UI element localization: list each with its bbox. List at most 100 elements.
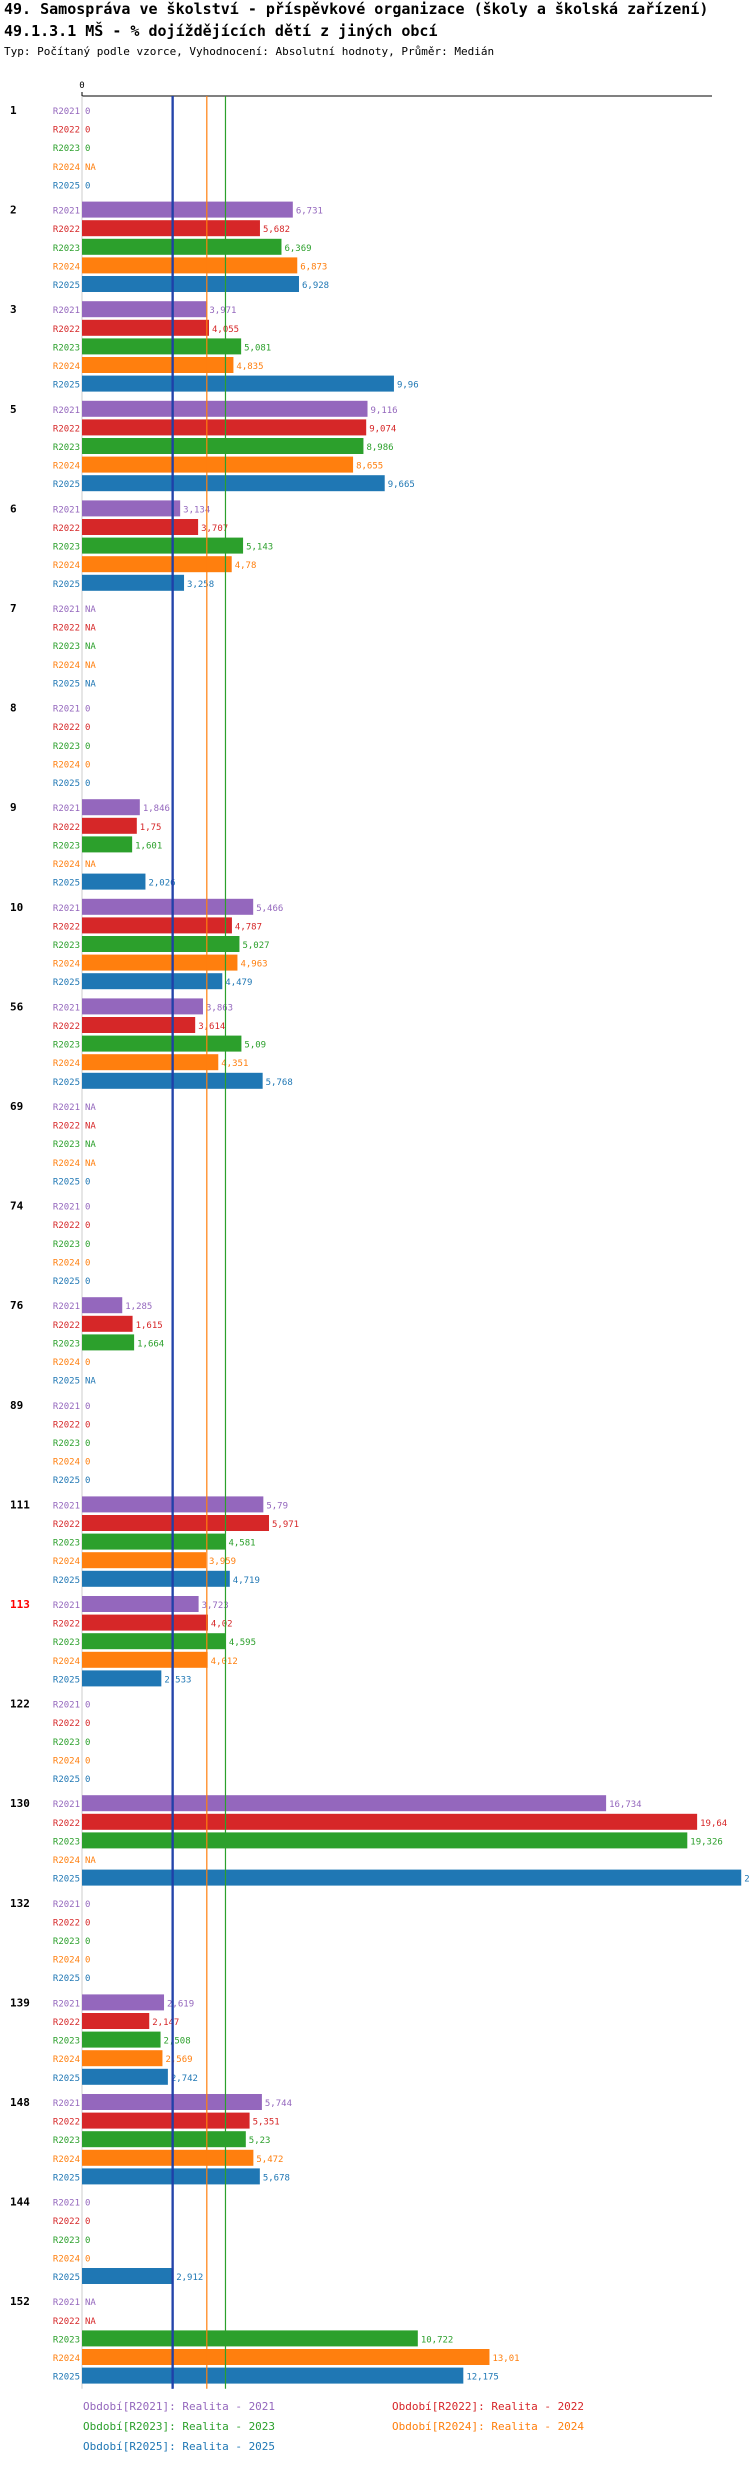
- value-label: NA: [85, 2317, 96, 2327]
- series-label: R2025: [53, 281, 80, 291]
- legend-period-R2025: Období[R2025]: Realita - 2025: [83, 2440, 276, 2453]
- value-label: 4,963: [240, 960, 267, 970]
- bar-3-R2021: [82, 301, 207, 318]
- group-label-10: 10: [10, 901, 23, 914]
- value-label: 3,863: [206, 1003, 233, 1013]
- value-label: NA: [85, 624, 96, 634]
- series-label: R2025: [53, 181, 80, 191]
- series-label: R2025: [53, 580, 80, 590]
- value-label: 6,369: [284, 244, 311, 254]
- series-label: R2024: [53, 860, 80, 870]
- series-label: R2021: [53, 207, 80, 217]
- value-label: 0: [85, 723, 90, 733]
- bar-139-R2022: [82, 2013, 150, 2029]
- value-label: 0: [85, 1458, 90, 1468]
- value-label: 6,731: [296, 207, 323, 217]
- bar-6-R2025: [82, 574, 185, 591]
- series-label: R2024: [53, 1856, 80, 1866]
- bar-9-R2023: [82, 836, 133, 853]
- value-label: 0: [85, 1221, 90, 1231]
- value-label: 3,959: [209, 1557, 236, 1567]
- series-label: R2024: [53, 661, 80, 671]
- bar-9-R2021: [82, 799, 140, 816]
- bar-139-R2025: [82, 2068, 168, 2085]
- group-label-3: 3: [10, 303, 17, 316]
- series-label: R2023: [53, 1738, 80, 1748]
- series-label: R2024: [53, 2055, 80, 2065]
- value-label: 0: [85, 1402, 90, 1412]
- bar-139-R2023: [82, 2031, 161, 2048]
- bar-152-R2025: [82, 2367, 464, 2384]
- series-label: R2022: [53, 225, 80, 235]
- value-label: 0: [85, 742, 90, 752]
- series-label: R2023: [53, 543, 80, 553]
- series-label: R2024: [53, 1358, 80, 1368]
- series-label: R2024: [53, 561, 80, 571]
- value-label: 5,678: [263, 2173, 290, 2183]
- value-label: 0: [85, 181, 90, 191]
- group-label-7: 7: [10, 602, 17, 615]
- value-label: 5,466: [256, 904, 283, 914]
- value-label: 21,048: [744, 1875, 750, 1885]
- series-label: R2023: [53, 1339, 80, 1349]
- series-label: R2022: [53, 1221, 80, 1231]
- x-axis-zero-label: 0: [79, 81, 84, 91]
- series-label: R2021: [53, 1701, 80, 1711]
- series-label: R2023: [53, 742, 80, 752]
- series-label: R2025: [53, 1377, 80, 1387]
- group-label-9: 9: [10, 801, 17, 814]
- series-label: R2021: [53, 1501, 80, 1511]
- bar-2-R2023: [82, 238, 282, 255]
- group-label-111: 111: [10, 1498, 30, 1511]
- series-label: R2024: [53, 462, 80, 472]
- value-label: 2,147: [152, 2018, 179, 2028]
- value-label: 0: [85, 705, 90, 715]
- group-label-89: 89: [10, 1399, 23, 1412]
- series-label: R2023: [53, 1937, 80, 1947]
- value-label: 0: [85, 2199, 90, 2209]
- series-label: R2024: [53, 163, 80, 173]
- bar-111-R2025: [82, 1570, 230, 1587]
- value-label: 5,472: [256, 2155, 283, 2165]
- series-label: R2024: [53, 2354, 80, 2364]
- series-label: R2023: [53, 2136, 80, 2146]
- value-label: 0: [85, 779, 90, 789]
- series-label: R2021: [53, 306, 80, 316]
- series-label: R2023: [53, 1439, 80, 1449]
- series-label: R2021: [53, 804, 80, 814]
- bar-3-R2024: [82, 357, 234, 373]
- series-label: R2023: [53, 2236, 80, 2246]
- value-label: NA: [85, 1159, 96, 1169]
- group-label-2: 2: [10, 204, 17, 217]
- bar-3-R2023: [82, 338, 242, 355]
- group-label-74: 74: [10, 1200, 24, 1213]
- legend-period-R2021: Období[R2021]: Realita - 2021: [83, 2400, 276, 2413]
- group-label-130: 130: [10, 1797, 30, 1810]
- series-label: R2025: [53, 2373, 80, 2383]
- value-label: NA: [85, 661, 96, 671]
- bar-6-R2024: [82, 556, 232, 573]
- series-label: R2021: [53, 1302, 80, 1312]
- group-label-122: 122: [10, 1698, 30, 1711]
- value-label: 5,768: [266, 1078, 293, 1088]
- series-label: R2021: [53, 1800, 80, 1810]
- bar-5-R2023: [82, 438, 364, 454]
- value-label: 0: [85, 2217, 90, 2227]
- bar-10-R2021: [82, 898, 254, 915]
- value-label: 4,595: [229, 1638, 256, 1648]
- series-label: R2025: [53, 2173, 80, 2183]
- series-label: R2024: [53, 1059, 80, 1069]
- value-label: 0: [85, 1420, 90, 1430]
- value-label: 0: [85, 760, 90, 770]
- value-label: 5,09: [244, 1041, 266, 1051]
- value-label: 3,614: [198, 1022, 225, 1032]
- series-label: R2025: [53, 480, 80, 490]
- value-label: 1,601: [135, 841, 162, 851]
- bar-10-R2024: [82, 954, 238, 971]
- series-label: R2023: [53, 1638, 80, 1648]
- value-label: NA: [85, 1140, 96, 1150]
- bar-113-R2025: [82, 1670, 162, 1687]
- series-label: R2024: [53, 262, 80, 272]
- series-label: R2023: [53, 443, 80, 453]
